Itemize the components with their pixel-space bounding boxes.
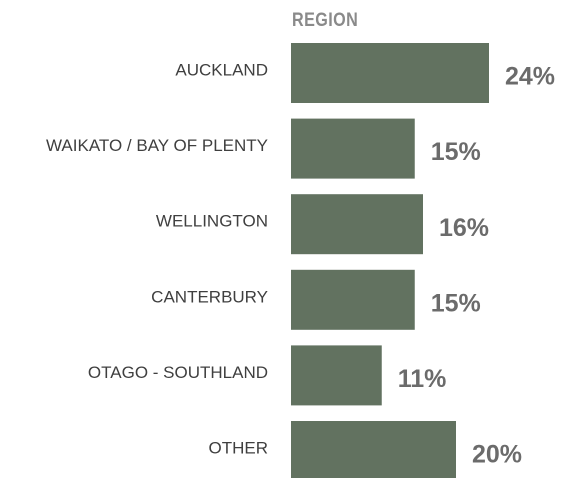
category-label: WAIKATO / BAY OF PLENTY (46, 136, 268, 155)
value-label: 20% (472, 441, 522, 469)
category-label: OTAGO - SOUTHLAND (88, 363, 268, 382)
bar (291, 345, 382, 406)
bar (291, 421, 456, 478)
bar (291, 118, 415, 179)
category-label: AUCKLAND (175, 60, 268, 79)
category-label: CANTERBURY (151, 287, 268, 306)
value-label: 16% (439, 214, 489, 242)
category-label: OTHER (209, 438, 269, 457)
category-label: WELLINGTON (156, 212, 268, 231)
value-label: 24% (505, 63, 555, 91)
bar (291, 269, 415, 330)
bar (291, 194, 423, 255)
value-label: 15% (431, 289, 481, 317)
value-label: 11% (398, 365, 447, 393)
value-label: 15% (431, 138, 481, 166)
chart-title: REGION (292, 9, 358, 31)
bar (291, 43, 489, 103)
